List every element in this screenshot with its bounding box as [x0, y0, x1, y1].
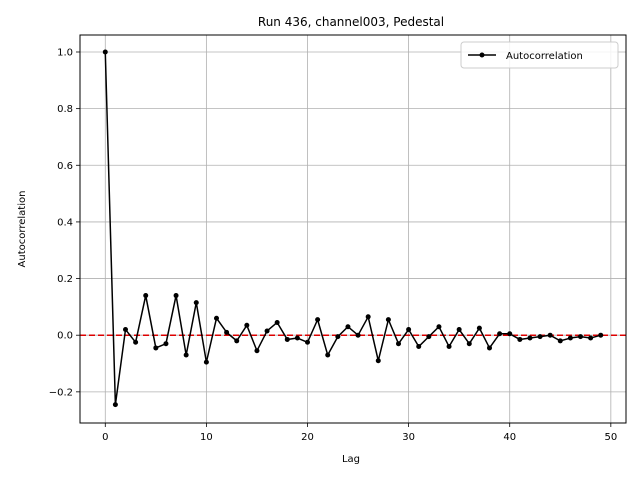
data-point — [325, 352, 331, 358]
y-tick-label: 0.0 — [57, 331, 73, 342]
data-point — [507, 331, 513, 337]
y-axis-ticks: −0.2 0.0 0.2 0.4 0.6 0.8 1.0 — [49, 47, 80, 398]
x-tick-label: 0 — [102, 432, 108, 443]
grid-lines — [80, 35, 626, 423]
data-point — [234, 338, 240, 344]
data-point — [527, 335, 533, 341]
y-tick-label: 0.2 — [57, 274, 73, 285]
legend-label: Autocorrelation — [506, 51, 583, 62]
data-point — [385, 317, 391, 323]
data-point — [487, 345, 492, 351]
data-point — [345, 324, 351, 330]
x-tick-label: 40 — [503, 432, 516, 443]
data-point — [547, 332, 553, 338]
data-point — [193, 300, 199, 306]
data-point — [254, 348, 260, 354]
y-axis-label: Autocorrelation — [17, 191, 28, 268]
data-point — [133, 339, 139, 345]
data-point — [436, 324, 442, 330]
data-point — [143, 293, 149, 299]
data-point — [426, 334, 432, 340]
data-point — [537, 334, 543, 340]
data-point — [557, 338, 563, 344]
data-point — [365, 314, 371, 320]
data-point — [315, 317, 321, 323]
x-tick-label: 20 — [301, 432, 314, 443]
data-point — [335, 334, 341, 340]
data-point — [264, 328, 270, 334]
data-point — [375, 358, 381, 364]
data-point — [517, 336, 523, 342]
x-tick-label: 50 — [604, 432, 617, 443]
y-tick-label: 0.4 — [57, 217, 73, 228]
data-point — [406, 327, 412, 333]
data-point — [567, 335, 573, 341]
data-point — [396, 341, 401, 347]
x-axis-ticks: 0 10 20 30 40 50 — [102, 423, 617, 443]
series-layer — [102, 49, 604, 408]
data-point — [123, 327, 128, 333]
y-tick-label: −0.2 — [49, 387, 73, 398]
data-point — [588, 335, 594, 341]
data-point — [112, 402, 118, 408]
data-point — [102, 49, 108, 55]
y-tick-label: 0.6 — [57, 161, 73, 172]
legend-box — [460, 41, 619, 69]
data-point — [224, 329, 230, 335]
data-point — [214, 315, 219, 321]
data-point — [294, 335, 300, 341]
x-tick-label: 10 — [200, 432, 213, 443]
data-point — [355, 332, 361, 338]
data-point — [497, 331, 503, 337]
data-point — [416, 344, 422, 350]
data-point — [446, 344, 452, 350]
series-line — [104, 51, 601, 406]
data-point — [244, 322, 250, 328]
data-point — [456, 327, 462, 333]
data-point — [598, 332, 604, 338]
data-point — [466, 341, 472, 347]
data-point — [163, 341, 169, 347]
x-tick-label: 30 — [402, 432, 415, 443]
data-point — [284, 336, 290, 342]
plot-frame — [79, 34, 627, 424]
data-point — [173, 293, 179, 299]
data-point — [578, 334, 583, 340]
data-point — [476, 325, 482, 331]
data-point — [153, 345, 159, 351]
data-point — [274, 319, 280, 325]
legend-marker-sample — [479, 52, 485, 58]
data-point — [203, 359, 209, 365]
data-point — [305, 339, 310, 345]
y-tick-label: 1.0 — [57, 47, 73, 58]
x-axis-label: Lag — [342, 454, 360, 465]
data-point — [183, 352, 189, 358]
chart-title: Run 436, channel003, Pedestal — [258, 15, 444, 29]
y-tick-label: 0.8 — [57, 104, 73, 115]
legend: Autocorrelation — [460, 41, 619, 69]
